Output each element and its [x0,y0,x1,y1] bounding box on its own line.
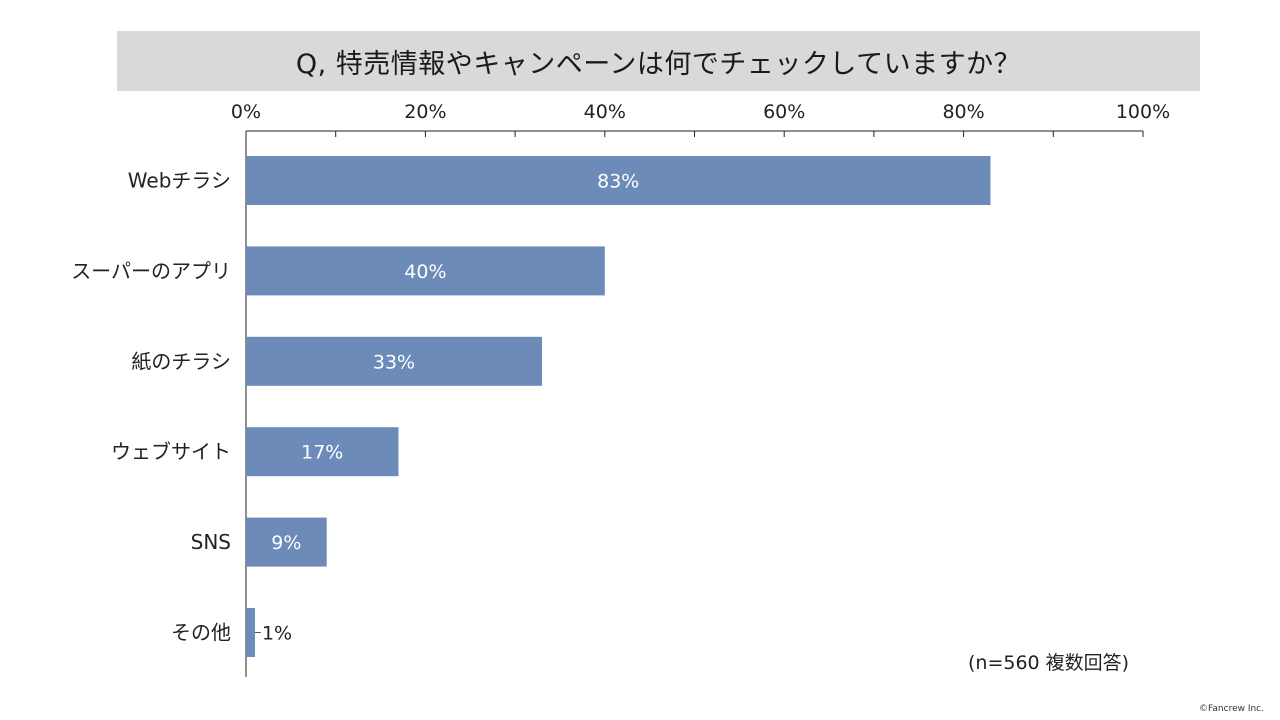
data-label: 33% [373,351,415,373]
category-label: その他 [171,621,231,645]
bar-4 [246,517,327,567]
chart-title-banner: Q, 特売情報やキャンペーンは何でチェックしていますか？ [117,31,1200,91]
data-label: 17% [301,442,343,464]
x-tick-label: 0% [231,101,261,123]
copyright-text: ©Fancrew Inc. [1199,704,1264,714]
x-tick-label: 40% [584,101,626,123]
category-label: スーパーのアプリ [71,259,231,283]
bar-2 [246,336,543,386]
category-label: ウェブサイト [111,440,231,464]
bar-3 [246,427,399,477]
x-tick-label: 60% [763,101,805,123]
category-label: 紙のチラシ [131,349,231,373]
x-tick-label: 20% [404,101,446,123]
category-label: SNS [191,530,231,554]
category-label: Webチラシ [128,169,231,193]
x-tick-label: 100% [1116,101,1170,123]
data-label: 9% [271,532,301,554]
bar-0 [246,156,991,205]
chart-title: Q, 特売情報やキャンペーンは何でチェックしていますか？ [295,48,1022,80]
sample-size-note: (n=560 複数回答) [968,652,1130,674]
data-label: 83% [597,171,639,193]
x-tick-label: 80% [942,101,984,123]
data-label: 40% [404,261,446,283]
bar-1 [246,246,605,296]
bar-5 [246,608,255,657]
data-label: 1% [262,623,292,645]
